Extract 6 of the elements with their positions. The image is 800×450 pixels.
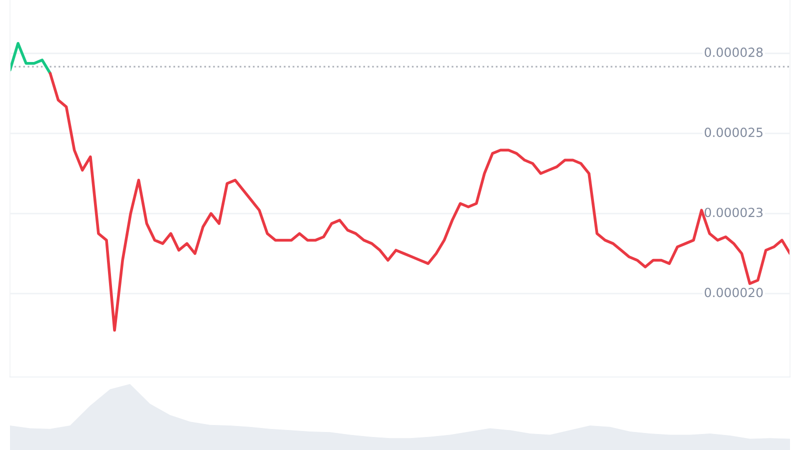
y-tick-label: 0.000023 [704, 208, 763, 218]
line-series [10, 42, 52, 75]
y-tick-label: 0.000020 [704, 288, 763, 298]
line-series [48, 72, 790, 332]
y-tick-label: 0.000025 [704, 128, 762, 138]
y-tick-label: 0.000028 [704, 48, 763, 58]
